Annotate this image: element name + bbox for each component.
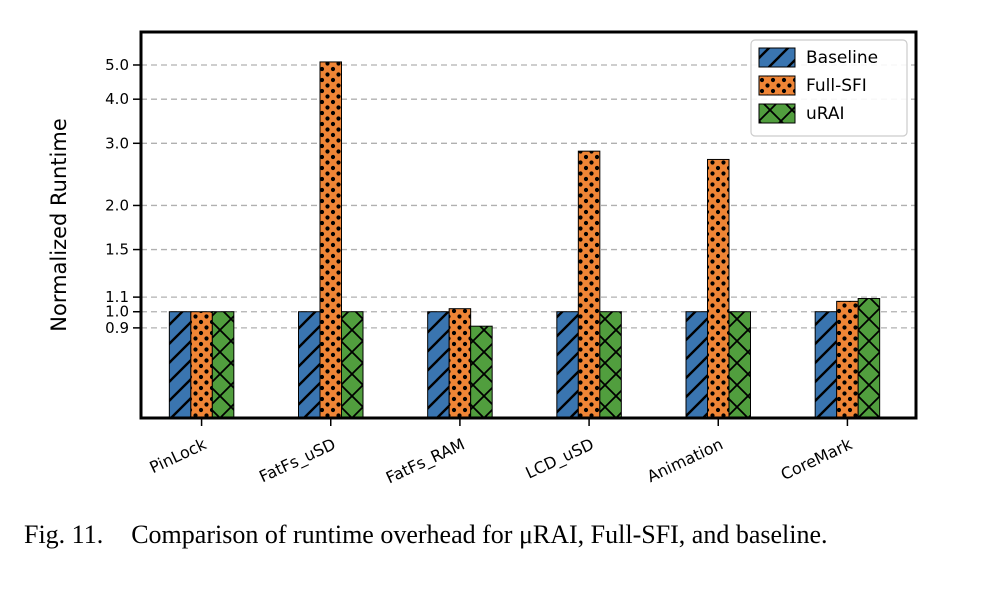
x-tick-label: CoreMark	[778, 434, 856, 484]
y-axis-label: Normalized Runtime	[47, 118, 71, 331]
bar-hatch	[707, 158, 730, 419]
bar-hatch	[577, 150, 601, 419]
bar-hatch	[556, 311, 579, 419]
x-tick-label: FatFs_RAM	[383, 434, 468, 488]
bar-hatch	[427, 311, 450, 419]
y-tick-label: 4.0	[105, 90, 129, 108]
legend-label: Baseline	[806, 48, 878, 68]
bar-hatch	[470, 325, 493, 419]
legend-swatch-hatch	[758, 75, 796, 96]
bar-hatch	[857, 298, 881, 419]
y-axis: 0.91.01.1 1.5 2.0 3.0 4.0 5.0	[105, 56, 141, 337]
bar-hatch	[319, 61, 342, 419]
bar-hatch	[814, 311, 838, 419]
y-tick-label: 2.0	[105, 196, 129, 214]
bar-hatch	[211, 311, 235, 419]
legend-label: uRAI	[806, 104, 845, 124]
bar-hatch	[190, 311, 213, 419]
bar-hatch	[599, 311, 622, 419]
figure-caption: Fig. 11. Comparison of runtime overhead f…	[24, 520, 984, 550]
y-tick-label: 1.5	[105, 241, 129, 259]
figure-label: Fig. 11.	[24, 520, 104, 549]
bar-hatch	[685, 311, 708, 419]
bar-hatch	[728, 311, 751, 419]
legend: Baseline Full-SFI uRAI	[750, 39, 908, 137]
y-tick-label: 5.0	[105, 56, 129, 74]
x-axis: PinLock FatFs_uSD FatFs_RAM LCD_uSD Animatio…	[147, 418, 856, 488]
x-tick-label: FatFs_uSD	[256, 434, 339, 487]
x-tick-label: Animation	[644, 434, 726, 486]
x-tick-label: PinLock	[147, 434, 210, 477]
x-tick-label: LCD_uSD	[523, 434, 598, 483]
bar-hatch	[168, 311, 192, 419]
y-tick-label: 1.0	[105, 303, 129, 321]
legend-swatch-hatch	[758, 103, 796, 124]
caption-text: Comparison of runtime overhead for μRAI,…	[131, 520, 828, 549]
bar-hatch	[341, 311, 364, 419]
legend-swatch-hatch	[758, 47, 796, 68]
y-tick-label: 3.0	[105, 134, 129, 152]
y-tick-label: 0.9	[105, 319, 129, 337]
plot-frame	[139, 30, 918, 420]
y-tick-label: 1.1	[105, 288, 129, 306]
chart: 0.91.01.1 1.5 2.0 3.0 4.0 5.0 PinLock FatFs_uS…	[47, 30, 918, 488]
bar-hatch	[298, 311, 321, 419]
legend-label: Full-SFI	[806, 76, 867, 96]
bars	[168, 61, 881, 419]
bar-hatch	[836, 300, 859, 419]
bar-hatch	[448, 308, 472, 419]
